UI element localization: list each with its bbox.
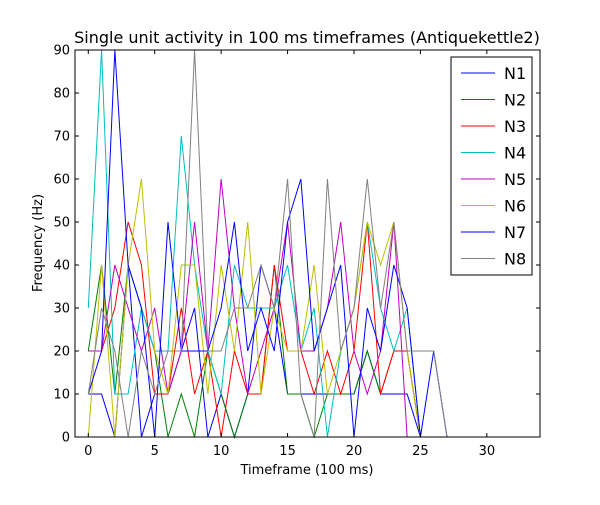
- ticks-layer: 0 5 10 15 20 25 30 0 10 20 30 40 50 60 70 80 90: [53, 44, 540, 459]
- y-tick-label: 90: [53, 44, 70, 59]
- y-tick-label: 10: [53, 388, 70, 403]
- x-tick-label: 15: [279, 444, 296, 459]
- y-tick-label: 30: [53, 302, 70, 317]
- legend-label-n8: N8: [504, 250, 526, 269]
- legend-label-n4: N4: [504, 144, 526, 163]
- x-tick-label: 20: [346, 444, 363, 459]
- x-tick-label: 10: [213, 444, 230, 459]
- legend-label-n3: N3: [504, 117, 526, 136]
- legend-label-n6: N6: [504, 197, 526, 216]
- legend-label-n2: N2: [504, 91, 526, 110]
- legend: N1 N2 N3 N4 N5 N6 N7 N8: [450, 56, 533, 276]
- chart-title: Single unit activity in 100 ms timeframe…: [74, 28, 540, 47]
- legend-label-n5: N5: [504, 170, 526, 189]
- series-layer: [87, 49, 527, 439]
- y-tick-label: 60: [53, 173, 70, 188]
- y-tick-label: 70: [53, 130, 70, 145]
- y-tick-label: 20: [53, 345, 70, 360]
- legend-box: [450, 56, 533, 276]
- x-tick-label: 25: [412, 444, 429, 459]
- plot-frame: [74, 49, 541, 438]
- x-tick-label: 30: [479, 444, 496, 459]
- y-axis-label: Frequency (Hz): [31, 194, 46, 292]
- y-tick-label: 50: [53, 216, 70, 231]
- legend-label-n1: N1: [504, 64, 526, 83]
- legend-label-n7: N7: [504, 223, 526, 242]
- x-axis-label: Timeframe (100 ms): [239, 463, 373, 478]
- x-tick-label: 5: [151, 444, 159, 459]
- y-tick-label: 0: [62, 431, 70, 446]
- y-tick-label: 80: [53, 87, 70, 102]
- x-tick-label: 0: [84, 444, 92, 459]
- y-tick-label: 40: [53, 259, 70, 274]
